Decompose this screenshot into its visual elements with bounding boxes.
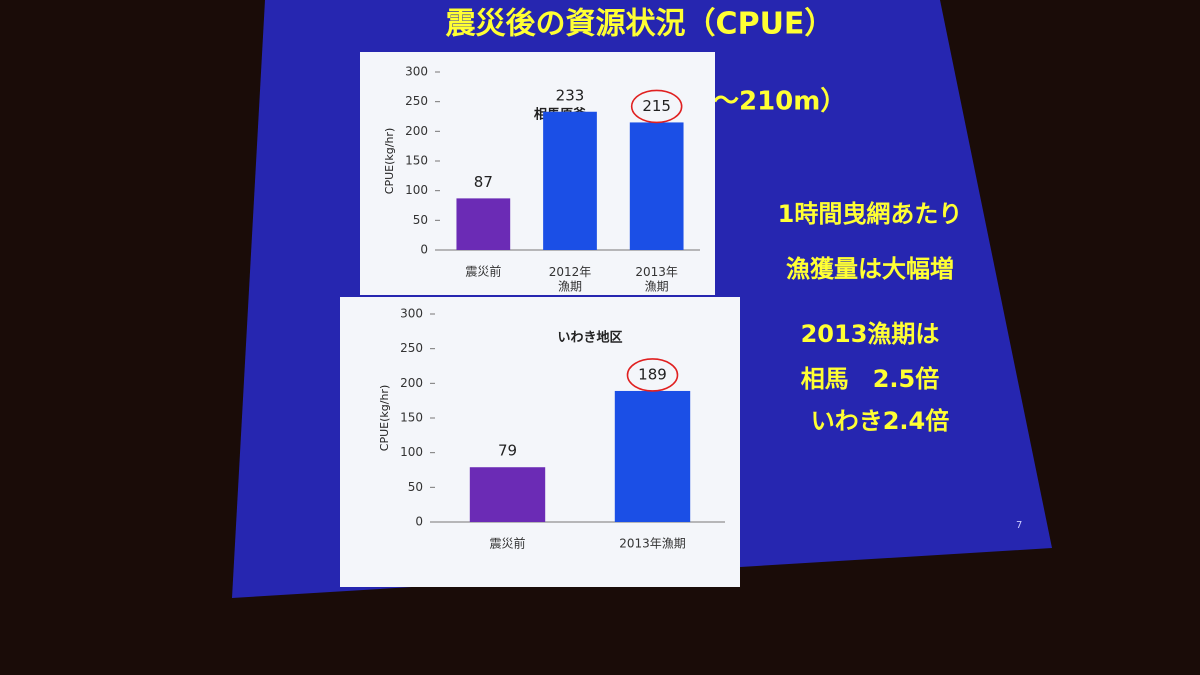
note: 相馬 2.5倍: [801, 365, 940, 393]
highlight-circle: [626, 358, 679, 392]
value-label: 215: [642, 97, 671, 115]
y-tick-label: 0: [420, 243, 428, 257]
value-label: 79: [498, 442, 517, 460]
x-tick-label: 震災前: [489, 536, 525, 551]
note: 1時間曳網あたり: [778, 200, 963, 228]
x-tick-label: 2013年漁期: [619, 537, 686, 551]
y-tick-label: 300: [400, 307, 423, 321]
bar: [629, 122, 684, 250]
x-tick-label: 2012年漁期: [549, 265, 592, 293]
bar: [469, 467, 546, 522]
y-tick-label: 200: [400, 376, 423, 390]
bar: [543, 111, 597, 251]
y-tick-label: 200: [405, 124, 428, 138]
y-tick-label: 150: [405, 154, 428, 168]
note: 2013漁期は: [801, 320, 940, 348]
y-tick-label: 100: [405, 183, 428, 197]
y-tick-label: 100: [400, 445, 423, 459]
y-tick-label: 300: [405, 65, 428, 79]
y-tick-label: 50: [413, 213, 428, 227]
page-number: 7: [1016, 520, 1022, 531]
value-label: 233: [556, 86, 585, 104]
bar: [456, 198, 511, 250]
x-tick-label: 震災前: [465, 264, 501, 279]
x-tick-label: 2013年漁期: [635, 265, 678, 293]
y-tick-label: 50: [408, 480, 423, 494]
value-label: 189: [638, 365, 667, 383]
note: 漁獲量は大幅増: [786, 255, 954, 283]
y-tick-label: 250: [400, 341, 423, 355]
highlight-circle: [630, 89, 683, 124]
y-tick-label: 150: [400, 411, 423, 425]
slide-title: 震災後の資源状況（CPUE）: [446, 7, 835, 42]
y-tick-label: 250: [405, 94, 428, 108]
y-tick-label: 0: [415, 515, 423, 529]
bar: [614, 390, 691, 522]
value-label: 87: [474, 173, 493, 191]
note: いわき2.4倍: [811, 407, 950, 435]
y-axis-label: CPUE(kg/hr): [383, 128, 396, 194]
chart-title: いわき地区: [557, 330, 622, 346]
y-axis-label: CPUE(kg/hr): [378, 385, 391, 451]
